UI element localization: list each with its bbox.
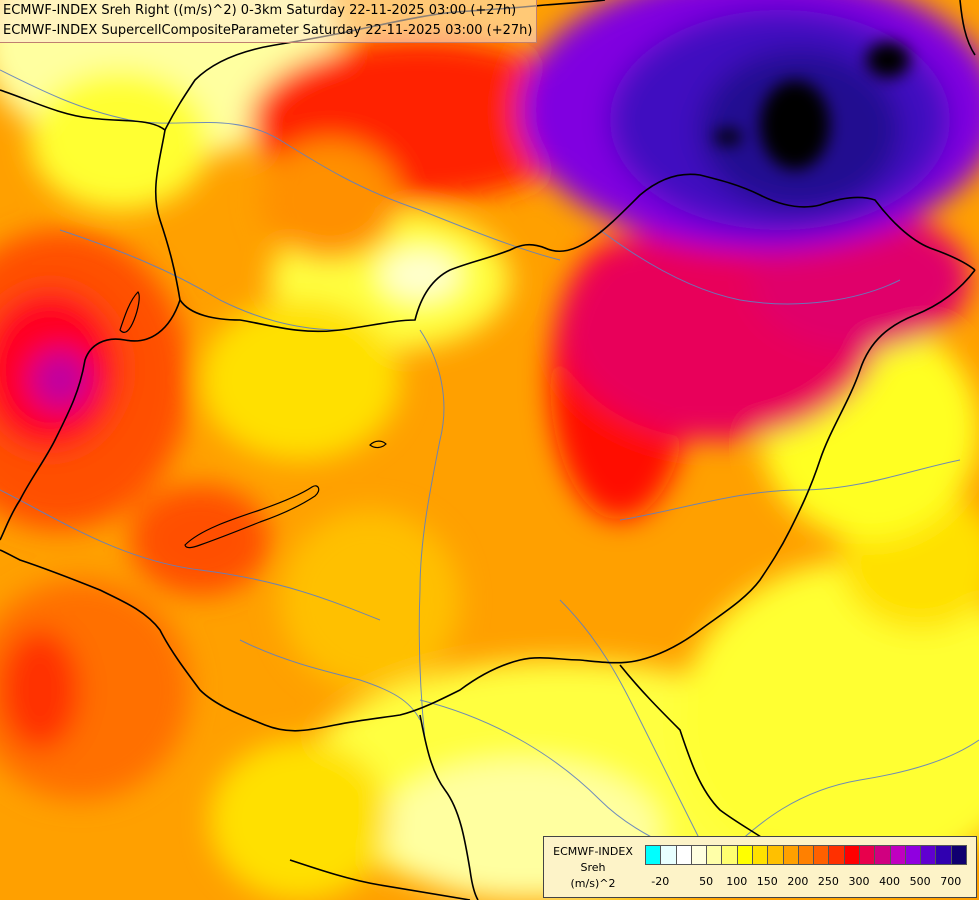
- legend-tick-label: 700: [940, 875, 962, 888]
- legend-model-label: ECMWF-INDEX: [553, 845, 633, 858]
- legend-swatch: [843, 845, 860, 865]
- legend-swatch: [660, 845, 677, 865]
- legend-swatch: [859, 845, 876, 865]
- legend-tick-label: 150: [756, 875, 778, 888]
- legend-swatch: [645, 845, 662, 865]
- legend-swatch: [797, 845, 815, 865]
- color-legend: ECMWF-INDEX Sreh (m/s)^2 -20 50 100 150 200 2…: [543, 836, 977, 898]
- legend-tick-label: -20: [651, 875, 670, 888]
- legend-swatch: [813, 845, 830, 865]
- legend-swatch: [675, 845, 692, 865]
- lake-outlines: [119, 291, 387, 549]
- legend-tick-label: 50: [699, 875, 714, 888]
- legend-swatch: [920, 845, 937, 865]
- legend-tick-label: 500: [909, 875, 931, 888]
- legend-swatch: [752, 845, 769, 865]
- legend-swatch: [706, 845, 723, 865]
- legend-swatch: [874, 845, 891, 865]
- legend-unit-label: (m/s)^2: [570, 877, 616, 890]
- legend-swatch: [736, 845, 753, 865]
- legend-tick-label: 200: [787, 875, 809, 888]
- legend-field-label: Sreh: [580, 861, 606, 874]
- legend-tick-label: 400: [879, 875, 901, 888]
- legend-tick-label: 250: [817, 875, 839, 888]
- legend-swatch: [721, 845, 738, 865]
- legend-swatch: [767, 845, 784, 865]
- legend-swatch: [950, 845, 967, 865]
- river-lines: [0, 69, 979, 881]
- legend-swatch: [935, 845, 952, 865]
- legend-swatch: [690, 845, 708, 865]
- title-line-1: ECMWF-INDEX Sreh Right ((m/s)^2) 0-3km S…: [3, 3, 517, 18]
- legend-tick-label: 300: [848, 875, 870, 888]
- legend-swatch: [782, 845, 799, 865]
- legend-swatch: [828, 845, 845, 865]
- legend-swatch: [904, 845, 922, 865]
- title-line-2: ECMWF-INDEX SupercellCompositeParameter …: [3, 23, 533, 38]
- map-title-box: ECMWF-INDEX Sreh Right ((m/s)^2) 0-3km S…: [0, 0, 538, 43]
- legend-tick-label: 100: [726, 875, 748, 888]
- legend-swatch: [889, 845, 906, 865]
